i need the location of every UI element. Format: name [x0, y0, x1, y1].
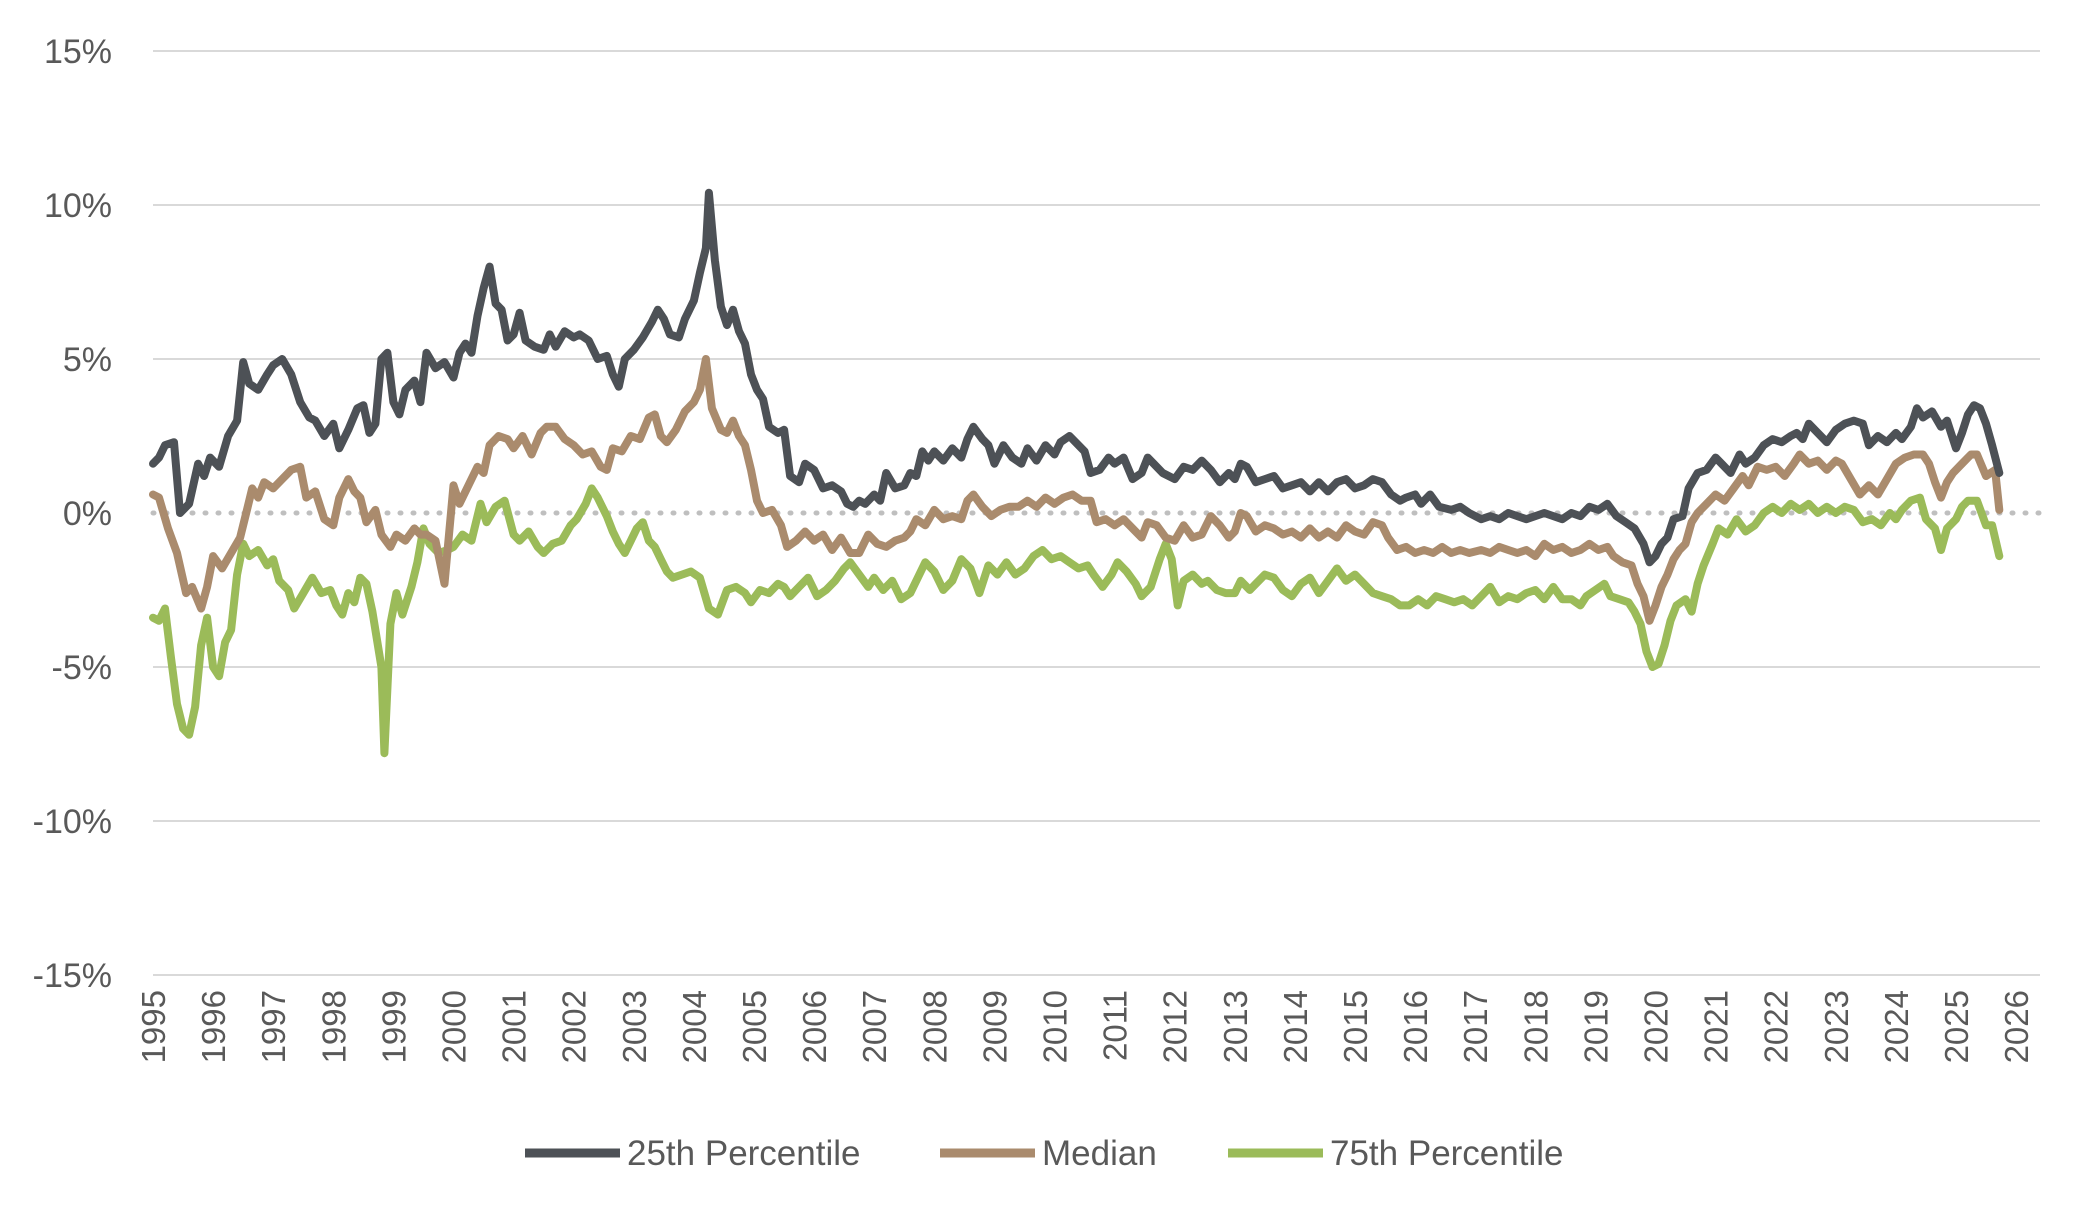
- legend-item: Median: [940, 1134, 1157, 1173]
- x-tick-label: 1997: [255, 990, 292, 1063]
- legend-label: 25th Percentile: [627, 1134, 860, 1173]
- series-line-median: [149, 355, 2004, 625]
- x-tick-label: 2007: [856, 990, 893, 1063]
- y-tick-label: 15%: [44, 33, 112, 71]
- y-tick-label: -10%: [33, 803, 112, 841]
- y-tick-label: -5%: [52, 649, 112, 687]
- x-tick-label: 2006: [796, 990, 833, 1063]
- x-tick-label: 2005: [736, 990, 773, 1063]
- x-tick-label: 1998: [315, 990, 352, 1063]
- x-tick-label: 2008: [916, 990, 953, 1063]
- x-axis-ticks: 1995 1996 1997 1998 1999 2000 2001 2002 2003 2004…: [135, 990, 2035, 1063]
- x-tick-label: 2018: [1517, 990, 1554, 1063]
- series-line-25th-percentile: [149, 188, 2004, 567]
- x-tick-label: 2021: [1698, 990, 1735, 1063]
- legend-item: 75th Percentile: [1228, 1134, 1563, 1173]
- x-tick-label: 2012: [1157, 990, 1194, 1063]
- legend-label: Median: [1042, 1134, 1157, 1173]
- x-tick-label: 2015: [1337, 990, 1374, 1063]
- x-tick-label: 1999: [375, 990, 412, 1063]
- x-tick-label: 2001: [496, 990, 533, 1063]
- x-tick-label: 2000: [436, 990, 473, 1063]
- legend: 25th Percentile Median 75th Percentile: [525, 1134, 1563, 1173]
- x-tick-label: 1995: [135, 990, 172, 1063]
- x-tick-label: 2026: [1998, 990, 2035, 1063]
- y-axis-ticks: 15% 10% 5% 0% -5% -10% -15%: [33, 33, 112, 995]
- x-tick-label: 2014: [1277, 990, 1314, 1063]
- y-tick-label: -15%: [33, 957, 112, 995]
- x-tick-label: 2002: [556, 990, 593, 1063]
- x-tick-label: 2009: [976, 990, 1013, 1063]
- x-tick-label: 2023: [1818, 990, 1855, 1063]
- legend-item: 25th Percentile: [525, 1134, 860, 1173]
- x-tick-label: 2013: [1217, 990, 1254, 1063]
- series-lines: [149, 188, 2004, 758]
- x-tick-label: 1996: [195, 990, 232, 1063]
- x-tick-label: 2010: [1037, 990, 1074, 1063]
- y-tick-label: 0%: [63, 495, 112, 533]
- series-line-75th-percentile: [149, 484, 2004, 758]
- x-tick-label: 2016: [1397, 990, 1434, 1063]
- gridlines: [153, 50, 2040, 976]
- x-tick-label: 2017: [1457, 990, 1494, 1063]
- y-tick-label: 5%: [63, 341, 112, 379]
- x-tick-label: 2003: [616, 990, 653, 1063]
- x-tick-label: 2024: [1878, 990, 1915, 1063]
- x-tick-label: 2019: [1577, 990, 1614, 1063]
- x-tick-label: 2011: [1097, 990, 1134, 1061]
- x-tick-label: 2022: [1758, 990, 1795, 1063]
- x-tick-label: 2004: [676, 990, 713, 1063]
- legend-label: 75th Percentile: [1330, 1134, 1563, 1173]
- x-tick-label: 2025: [1938, 990, 1975, 1063]
- y-tick-label: 10%: [44, 187, 112, 225]
- x-tick-label: 2020: [1638, 990, 1675, 1063]
